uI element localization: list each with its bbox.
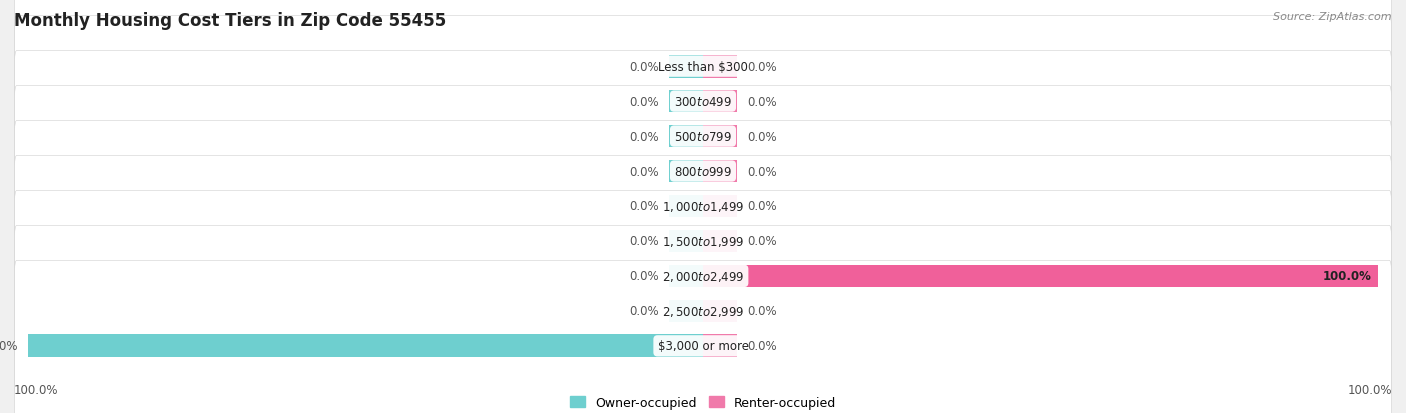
- Text: 100.0%: 100.0%: [14, 384, 59, 396]
- Text: 0.0%: 0.0%: [747, 200, 776, 213]
- FancyBboxPatch shape: [14, 52, 1392, 222]
- Text: 0.0%: 0.0%: [630, 270, 659, 283]
- Text: 0.0%: 0.0%: [630, 305, 659, 318]
- FancyBboxPatch shape: [14, 86, 1392, 257]
- Bar: [669, 56, 703, 78]
- Bar: [669, 195, 703, 218]
- Bar: [669, 300, 703, 323]
- Bar: [703, 300, 737, 323]
- Bar: [669, 90, 703, 113]
- Bar: [703, 265, 1378, 287]
- Text: 0.0%: 0.0%: [630, 235, 659, 248]
- Text: 0.0%: 0.0%: [747, 95, 776, 108]
- Text: 100.0%: 100.0%: [0, 339, 18, 352]
- FancyBboxPatch shape: [14, 191, 1392, 361]
- Bar: [703, 90, 737, 113]
- Text: 0.0%: 0.0%: [630, 165, 659, 178]
- Bar: [28, 335, 703, 357]
- Bar: [703, 195, 737, 218]
- Text: 100.0%: 100.0%: [1322, 270, 1371, 283]
- Bar: [669, 160, 703, 183]
- FancyBboxPatch shape: [14, 156, 1392, 327]
- Bar: [669, 265, 703, 287]
- Text: 0.0%: 0.0%: [630, 130, 659, 143]
- Text: $800 to $999: $800 to $999: [673, 165, 733, 178]
- Text: 0.0%: 0.0%: [630, 200, 659, 213]
- Text: Less than $300: Less than $300: [658, 61, 748, 74]
- Text: $3,000 or more: $3,000 or more: [658, 339, 748, 352]
- FancyBboxPatch shape: [14, 121, 1392, 292]
- FancyBboxPatch shape: [14, 17, 1392, 187]
- Text: Source: ZipAtlas.com: Source: ZipAtlas.com: [1274, 12, 1392, 22]
- Text: $1,500 to $1,999: $1,500 to $1,999: [662, 235, 744, 248]
- Text: $500 to $799: $500 to $799: [673, 130, 733, 143]
- Text: 0.0%: 0.0%: [747, 165, 776, 178]
- Text: $1,000 to $1,499: $1,000 to $1,499: [662, 199, 744, 214]
- Legend: Owner-occupied, Renter-occupied: Owner-occupied, Renter-occupied: [565, 391, 841, 413]
- Text: $300 to $499: $300 to $499: [673, 95, 733, 108]
- Bar: [703, 335, 737, 357]
- Text: $2,000 to $2,499: $2,000 to $2,499: [662, 269, 744, 283]
- Bar: [669, 230, 703, 253]
- FancyBboxPatch shape: [14, 226, 1392, 396]
- Text: 0.0%: 0.0%: [630, 95, 659, 108]
- Text: 0.0%: 0.0%: [747, 61, 776, 74]
- Text: Monthly Housing Cost Tiers in Zip Code 55455: Monthly Housing Cost Tiers in Zip Code 5…: [14, 12, 446, 30]
- Text: 0.0%: 0.0%: [747, 305, 776, 318]
- Bar: [703, 126, 737, 148]
- Text: 0.0%: 0.0%: [747, 235, 776, 248]
- Text: 0.0%: 0.0%: [747, 339, 776, 352]
- Text: 100.0%: 100.0%: [1347, 384, 1392, 396]
- Text: 0.0%: 0.0%: [630, 61, 659, 74]
- FancyBboxPatch shape: [14, 0, 1392, 152]
- FancyBboxPatch shape: [14, 261, 1392, 413]
- Bar: [703, 230, 737, 253]
- Text: 0.0%: 0.0%: [747, 130, 776, 143]
- Bar: [669, 126, 703, 148]
- Bar: [703, 56, 737, 78]
- Text: $2,500 to $2,999: $2,500 to $2,999: [662, 304, 744, 318]
- Bar: [703, 160, 737, 183]
